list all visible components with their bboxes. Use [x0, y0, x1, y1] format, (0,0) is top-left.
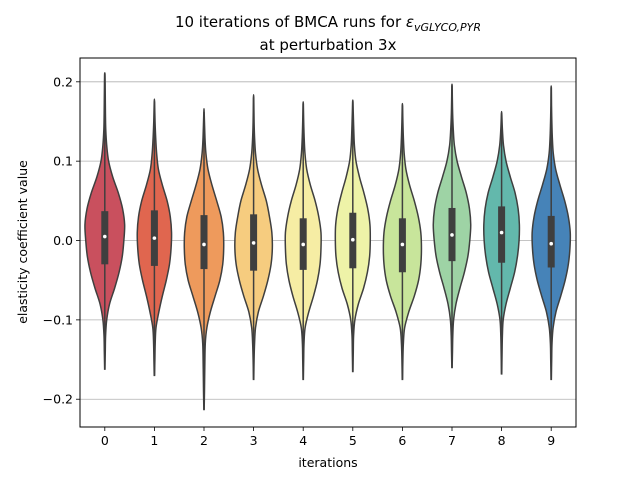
- x-tick-label: 4: [299, 433, 307, 448]
- title-epsilon-symbol: ε: [406, 13, 414, 31]
- x-tick-label: 7: [448, 433, 456, 448]
- y-tick-label: 0.0: [53, 233, 73, 248]
- chart-title-line2: at perturbation 3x: [260, 36, 397, 54]
- title-subscript: vGLYCO,PYR: [414, 21, 481, 34]
- y-tick-label: 0.1: [53, 154, 73, 169]
- violin-median-marker: [400, 242, 405, 247]
- x-tick-label: 6: [398, 433, 406, 448]
- plot-frame: [79, 57, 577, 428]
- x-tick-label: 3: [250, 433, 258, 448]
- violin-median-marker: [450, 233, 454, 237]
- violin-median-marker: [351, 237, 355, 242]
- violin-median-marker: [251, 241, 256, 245]
- x-tick-label: 5: [349, 433, 357, 448]
- violin-median-marker: [103, 234, 107, 239]
- x-tick-label: 8: [498, 433, 506, 448]
- y-tick-label: −0.2: [43, 392, 73, 407]
- violin-iqr-box: [498, 206, 506, 263]
- violin-median-marker: [499, 230, 504, 235]
- x-tick-label: 2: [200, 433, 208, 448]
- y-tick-label: −0.1: [43, 312, 73, 327]
- x-tick-label: 9: [547, 433, 555, 448]
- x-tick-label: 0: [101, 433, 109, 448]
- violin-median-marker: [301, 242, 306, 247]
- x-tick-label: 1: [150, 433, 158, 448]
- chart-title-line1: 10 iterations of BMCA runs for εvGLYCO,P…: [175, 13, 481, 34]
- box-markers: [101, 73, 555, 410]
- title-prefix: 10 iterations of BMCA runs for: [175, 13, 406, 31]
- violin-iqr-box: [547, 215, 555, 268]
- violin-median-marker: [549, 241, 553, 246]
- violin-median-marker: [152, 236, 157, 240]
- x-axis-ticks: 0 1 2 3 4 5 6 7 8 9: [101, 427, 555, 448]
- x-axis-label: iterations: [298, 455, 357, 470]
- y-axis-label: elasticity coefficient value: [15, 160, 30, 324]
- y-axis-ticks: 0.2 0.1 0.0 −0.1 −0.2: [43, 74, 80, 407]
- y-tick-label: 0.2: [53, 74, 73, 89]
- violin-iqr-box: [200, 215, 208, 270]
- violin-median-marker: [202, 242, 206, 247]
